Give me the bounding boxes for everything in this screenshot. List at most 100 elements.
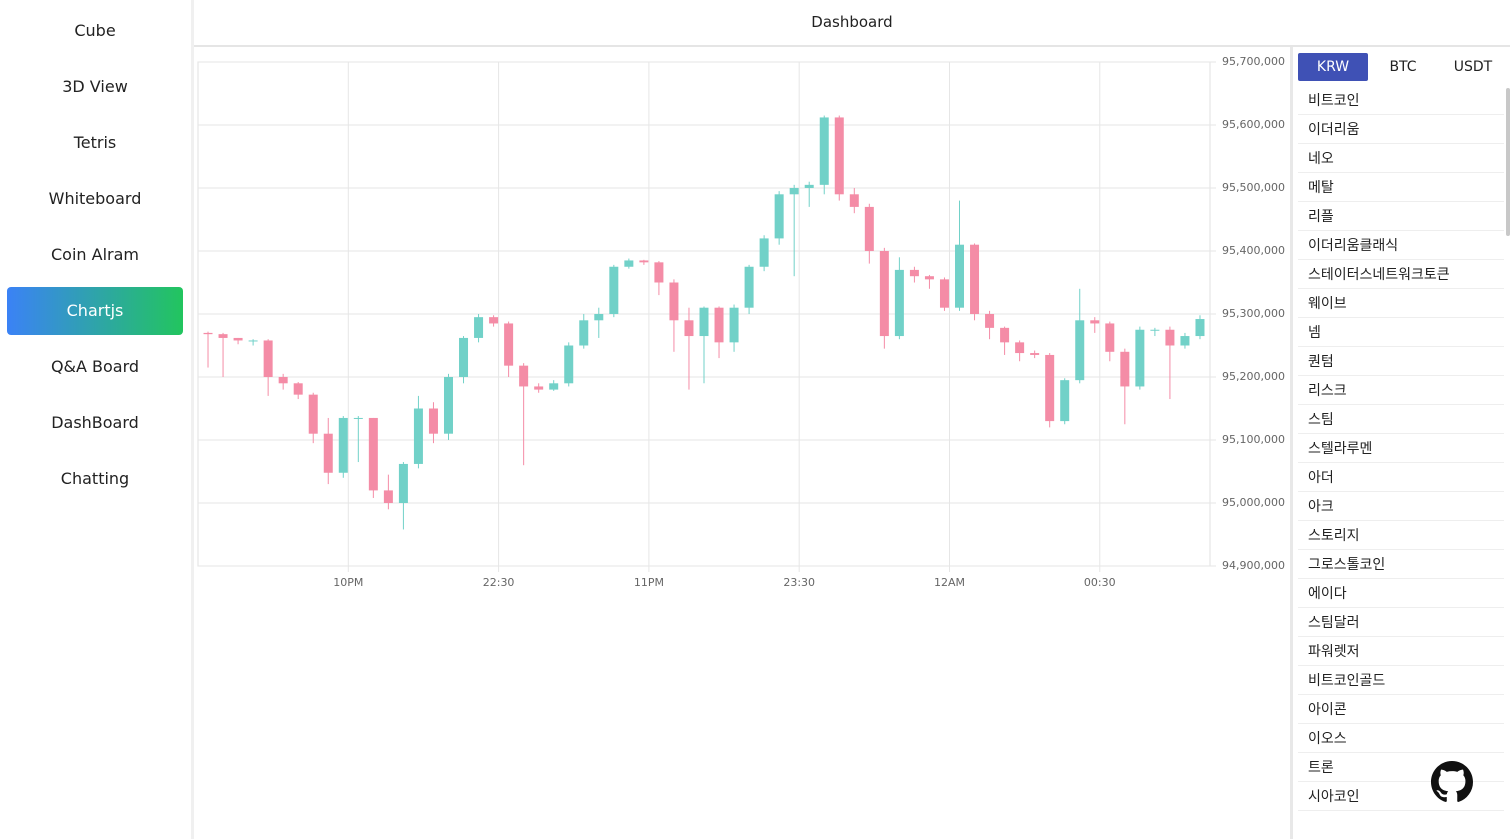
sidebar: Cube 3D View Tetris Whiteboard Coin Alra… xyxy=(0,0,194,839)
candle-body xyxy=(293,383,303,395)
candle-body xyxy=(894,269,904,337)
candle-body xyxy=(278,377,288,384)
nav-item[interactable]: Cube xyxy=(74,21,116,40)
coin-item[interactable]: 웨이브 xyxy=(1298,290,1504,318)
candle-body xyxy=(909,269,919,277)
coin-item[interactable]: 트론 xyxy=(1298,754,1504,782)
y-tick-label: 95,200,000 xyxy=(1222,370,1285,383)
github-icon[interactable] xyxy=(1431,761,1473,803)
candle-body xyxy=(203,332,213,335)
coin-item[interactable]: 넴 xyxy=(1298,319,1504,347)
candle-body xyxy=(729,307,739,343)
candle-body xyxy=(864,206,874,251)
candle-body xyxy=(924,276,934,280)
candle-body xyxy=(218,334,228,338)
coin-item[interactable]: 리플 xyxy=(1298,203,1504,231)
candle-body xyxy=(879,251,889,337)
market-panel: KRW BTC USDT 비트코인 이더리움 네오 메탈 리플 이더리움클래식 스테이터스네… xyxy=(1290,47,1510,839)
candle-body xyxy=(609,266,619,314)
coin-item[interactable]: 비트코인 xyxy=(1298,87,1504,115)
candle-body xyxy=(1090,320,1100,324)
nav-item[interactable]: Chatting xyxy=(60,469,130,488)
candle-body xyxy=(759,238,769,267)
tab-active[interactable]: KRW xyxy=(1298,53,1368,81)
nav-item[interactable]: Q&A Board xyxy=(50,357,140,376)
candle-body xyxy=(519,365,529,387)
candle-body xyxy=(398,463,408,503)
candle-body xyxy=(1165,329,1175,346)
candle-body xyxy=(714,307,724,343)
coin-item[interactable]: 스토리지 xyxy=(1298,522,1504,550)
y-tick-label: 95,100,000 xyxy=(1222,433,1285,446)
candle-body xyxy=(1150,329,1160,331)
nav-item[interactable]: Whiteboard xyxy=(48,189,142,208)
nav-item-active[interactable]: Chartjs xyxy=(7,287,183,335)
candle-body xyxy=(744,266,754,308)
candle-body xyxy=(233,337,243,341)
candle-body xyxy=(1000,327,1010,343)
tab[interactable]: USDT xyxy=(1453,59,1493,75)
nav-item[interactable]: DashBoard xyxy=(51,413,139,432)
x-tick-label: 12AM xyxy=(934,576,965,589)
coin-item[interactable]: 비트코인골드 xyxy=(1298,667,1504,695)
candle-body xyxy=(639,260,649,263)
header-title: Dashboard xyxy=(194,0,1510,47)
coin-item[interactable]: 스팀달러 xyxy=(1298,609,1504,637)
candle-body xyxy=(263,340,273,377)
candle-body xyxy=(1195,319,1205,337)
coin-item[interactable]: 이더리움클래식 xyxy=(1298,232,1504,260)
candle-body xyxy=(849,194,859,207)
coin-item[interactable]: 파워렛저 xyxy=(1298,638,1504,666)
candle-body xyxy=(323,433,333,473)
candle-body xyxy=(985,314,995,328)
candle-body xyxy=(489,317,499,324)
candle-body xyxy=(1030,353,1040,355)
candle-body xyxy=(1105,323,1115,352)
x-tick-label: 22:30 xyxy=(483,576,515,589)
scrollbar[interactable] xyxy=(1506,88,1510,236)
x-tick-label: 23:30 xyxy=(783,576,815,589)
y-tick-label: 95,300,000 xyxy=(1222,307,1285,320)
candle-body xyxy=(955,244,965,308)
candle-body xyxy=(534,386,544,390)
coin-item[interactable]: 에이다 xyxy=(1298,580,1504,608)
candle-body xyxy=(428,408,438,434)
candle-body xyxy=(564,345,574,384)
candle-body xyxy=(1135,329,1145,387)
candle-body xyxy=(353,417,363,419)
y-tick-label: 95,400,000 xyxy=(1222,244,1285,257)
y-tick-label: 95,500,000 xyxy=(1222,181,1285,194)
candle-body xyxy=(248,340,258,342)
coin-item[interactable]: 스팀 xyxy=(1298,406,1504,434)
coin-item[interactable]: 아이콘 xyxy=(1298,696,1504,724)
coin-item[interactable]: 메탈 xyxy=(1298,174,1504,202)
coin-item[interactable]: 시아코인 xyxy=(1298,783,1504,811)
tab[interactable]: BTC xyxy=(1389,59,1417,75)
candle-body xyxy=(669,282,679,321)
candle-body xyxy=(789,188,799,195)
candle-body xyxy=(308,394,318,434)
y-tick-label: 95,600,000 xyxy=(1222,118,1285,131)
nav-item[interactable]: Tetris xyxy=(73,133,117,152)
candle-body xyxy=(443,377,453,434)
coin-item[interactable]: 네오 xyxy=(1298,145,1504,173)
coin-item[interactable]: 스테이터스네트워크토큰 xyxy=(1298,261,1504,289)
candle-body xyxy=(684,320,694,337)
candle-body xyxy=(579,320,589,346)
coin-item[interactable]: 이오스 xyxy=(1298,725,1504,753)
coin-item[interactable]: 리스크 xyxy=(1298,377,1504,405)
candle-body xyxy=(834,117,844,195)
coin-item[interactable]: 그로스톨코인 xyxy=(1298,551,1504,579)
coin-item[interactable]: 아크 xyxy=(1298,493,1504,521)
nav-item[interactable]: Coin Alram xyxy=(51,245,139,264)
candle-body xyxy=(1015,342,1025,354)
candle-body xyxy=(819,117,829,185)
coin-item[interactable]: 아더 xyxy=(1298,464,1504,492)
coin-item[interactable]: 이더리움 xyxy=(1298,116,1504,144)
nav-item[interactable]: 3D View xyxy=(62,77,128,96)
coin-item[interactable]: 스텔라루멘 xyxy=(1298,435,1504,463)
x-tick-label: 10PM xyxy=(333,576,363,589)
coin-item[interactable]: 퀀텀 xyxy=(1298,348,1504,376)
x-tick-label: 00:30 xyxy=(1084,576,1116,589)
